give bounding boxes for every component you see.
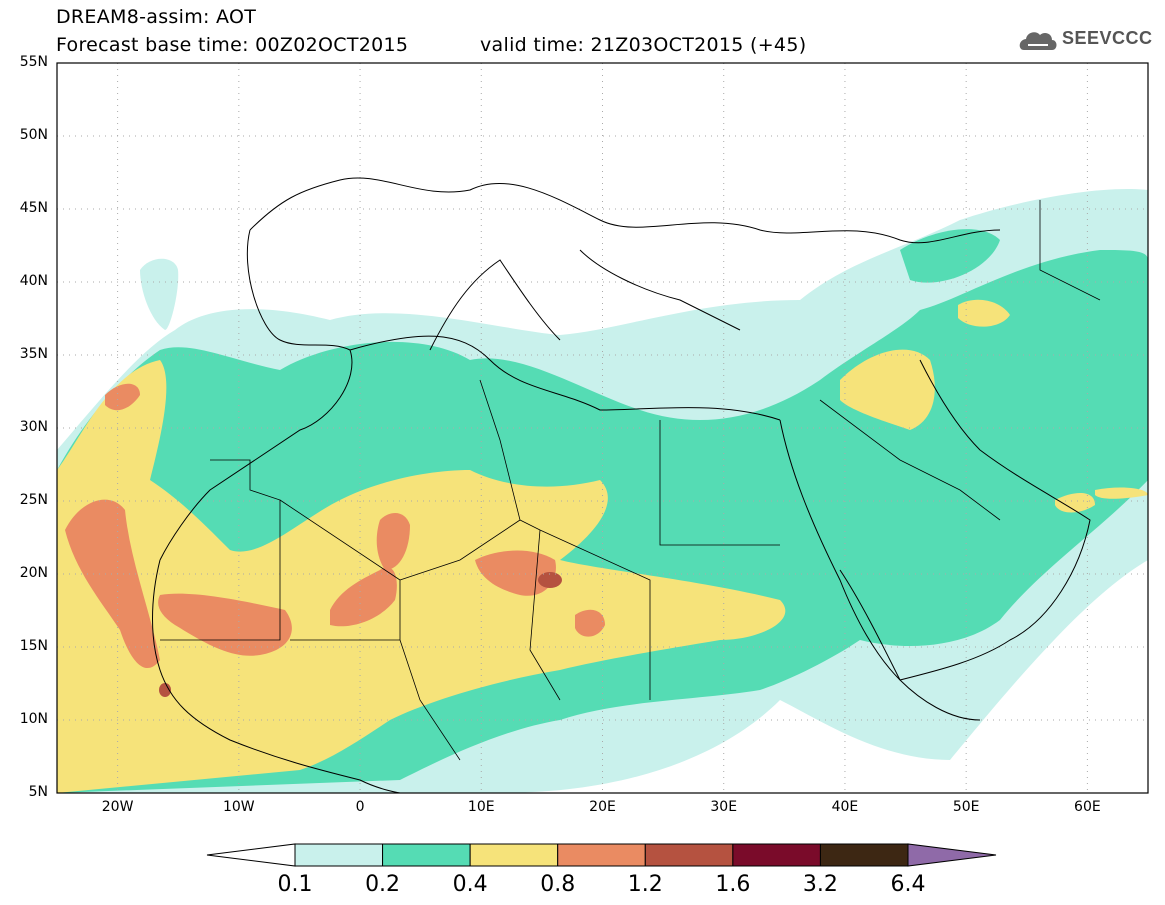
lon-tick-label: 40E [831, 799, 859, 815]
lat-tick-label: 35N [19, 346, 48, 362]
colorbar-under-arrow [206, 843, 296, 867]
lon-tick-label: 60E [1074, 799, 1101, 815]
colorbar-segment [819, 843, 909, 867]
lat-tick-label: 55N [19, 54, 48, 70]
seevccc-logo-text: SEEVCCC [1062, 28, 1153, 48]
lon-tick-label: 20E [589, 799, 616, 815]
cloud-logo-icon [1019, 32, 1057, 50]
colorbar-tick-label: 6.4 [890, 872, 926, 897]
country-borders [160, 200, 1101, 761]
colorbar-segment [294, 843, 384, 867]
colorbar-tick-label: 1.2 [627, 872, 663, 897]
lon-tick-label: 20W [101, 799, 134, 815]
colorbar-segment [469, 843, 559, 867]
aot-shading [57, 189, 1148, 793]
lat-tick-label: 30N [19, 419, 48, 435]
colorbar-tick-label: 0.8 [540, 872, 576, 897]
colorbar-segment [557, 843, 646, 867]
lat-tick-label: 25N [19, 492, 48, 508]
colorbar-tick-label: 3.2 [802, 872, 838, 897]
lat-tick-label: 40N [19, 273, 48, 289]
colorbar-tick-label: 0.1 [277, 872, 313, 897]
colorbar-segment [382, 843, 471, 867]
lon-tick-label: 10E [467, 799, 495, 815]
coastlines [152, 177, 1091, 793]
lat-tick-label: 15N [19, 638, 48, 654]
colorbar-tick-label: 1.6 [715, 872, 751, 897]
colorbar [206, 843, 997, 867]
lat-tick-label: 5N [28, 784, 48, 800]
map-title: DREAM8-assim: AOT [56, 6, 257, 28]
lon-tick-label: 30E [710, 799, 738, 815]
lon-tick-label: 50E [952, 799, 980, 815]
lat-tick-label: 45N [19, 200, 48, 216]
lat-tick-label: 10N [19, 711, 48, 727]
colorbar-tick-label: 0.2 [365, 872, 401, 897]
colorbar-segment [644, 843, 734, 867]
plot-frame [56, 62, 1149, 794]
colorbar-over-arrow [907, 843, 997, 867]
valid-time: valid time: 21Z03OCT2015 (+45) [480, 34, 807, 56]
colorbar-tick-label: 0.4 [452, 872, 488, 897]
lon-tick-label: 10W [222, 799, 255, 815]
lon-tick-label: 0 [355, 799, 365, 815]
forecast-base-time: Forecast base time: 00Z02OCT2015 [56, 34, 409, 56]
colorbar-segment [732, 843, 821, 867]
lat-tick-label: 20N [19, 565, 48, 581]
lat-tick-label: 50N [19, 127, 48, 143]
